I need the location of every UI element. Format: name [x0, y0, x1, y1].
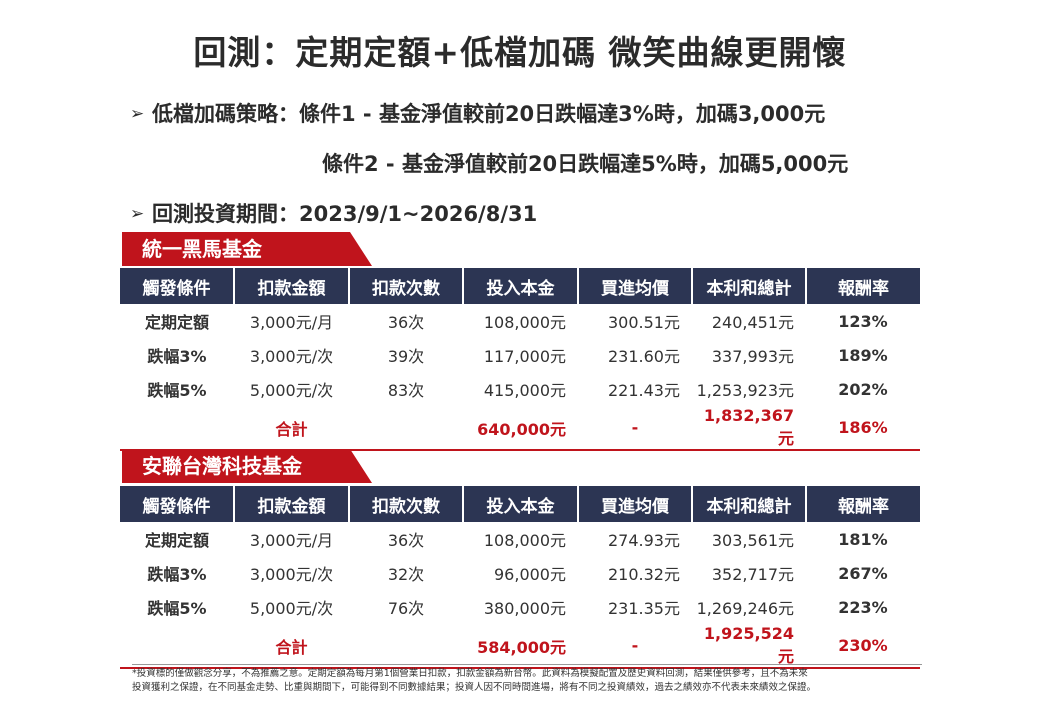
- cell-return: 181%: [838, 529, 888, 549]
- backtest-period: ➢ 回測投資期間：2023/9/1~2026/8/31: [130, 198, 537, 228]
- strategy-line-1-text: 低檔加碼策略：條件1 - 基金淨值較前20日跌幅達3%時，加碼3,000元: [152, 102, 826, 126]
- cell-count: 36次: [387, 313, 425, 332]
- total-value: 1,832,367元: [692, 406, 806, 451]
- total-return: 230%: [806, 624, 920, 669]
- cell-count: 39次: [387, 347, 425, 366]
- disclaimer-footnote: *投資標的僅做觀念分享，不為推薦之意。定期定額為每月第1個營業日扣款，扣款金額為…: [132, 664, 922, 695]
- column-header: 買進均價: [577, 268, 692, 304]
- cell-avg-price: 210.32元: [608, 565, 680, 584]
- cell-amount: 3,000元/月: [249, 313, 334, 332]
- column-header: 報酬率: [805, 268, 920, 304]
- table-row: 定期定額 3,000元/月 36次 108,000元 274.93元 303,5…: [120, 522, 920, 556]
- column-header: 扣款次數: [348, 486, 463, 522]
- cell-return: 189%: [838, 345, 888, 365]
- cell-return: 223%: [838, 597, 888, 617]
- cell-amount: 3,000元/次: [249, 347, 334, 366]
- table-total-row: 合計 640,000元 - 1,832,367元 186%: [120, 406, 920, 451]
- fund-results-table: 觸發條件 扣款金額 扣款次數 投入本金 買進均價 本利和總計 報酬率 定期定額 …: [120, 268, 920, 451]
- arrow-right-icon: ➢: [130, 104, 145, 124]
- total-label: 合計: [234, 624, 349, 669]
- cell-total-value: 337,993元: [711, 347, 794, 366]
- cell-avg-price: 231.60元: [608, 347, 680, 366]
- strategy-line-1: ➢ 低檔加碼策略：條件1 - 基金淨值較前20日跌幅達3%時，加碼3,000元: [130, 98, 825, 128]
- page-title: 回測：定期定額+低檔加碼 微笑曲線更開懷: [193, 33, 847, 72]
- arrow-right-icon: ➢: [130, 204, 145, 224]
- total-avg-price: -: [578, 406, 692, 451]
- disclaimer-line-2: 投資獲利之保證，在不同基金走勢、比重與期間下，可能得到不同數據結果；投資人因不同…: [132, 682, 817, 693]
- column-header: 觸發條件: [120, 486, 234, 522]
- column-header: 買進均價: [577, 486, 692, 522]
- cell-return: 123%: [838, 311, 888, 331]
- cell-condition: 跌幅5%: [147, 381, 207, 400]
- total-principal: 640,000元: [463, 406, 578, 451]
- disclaimer-line-1: *投資標的僅做觀念分享，不為推薦之意。定期定額為每月第1個營業日扣款，扣款金額為…: [132, 668, 808, 679]
- total-label: 合計: [234, 406, 349, 451]
- column-header: 投入本金: [462, 268, 578, 304]
- cell-principal: 380,000元: [483, 599, 566, 618]
- cell-count: 32次: [387, 565, 425, 584]
- cell-count: 83次: [387, 381, 425, 400]
- table-row: 跌幅3% 3,000元/次 39次 117,000元 231.60元 337,9…: [120, 338, 920, 372]
- total-value: 1,925,524元: [692, 624, 806, 669]
- cell-avg-price: 300.51元: [608, 313, 680, 332]
- cell-count: 36次: [387, 531, 425, 550]
- fund-name-tag: 安聯台灣科技基金: [122, 449, 372, 483]
- column-header: 扣款金額: [233, 486, 349, 522]
- cell-condition: 定期定額: [144, 313, 209, 332]
- total-return: 186%: [806, 406, 920, 451]
- column-header: 扣款金額: [233, 268, 349, 304]
- total-avg-price: -: [578, 624, 692, 669]
- column-header: 投入本金: [462, 486, 578, 522]
- strategy-line-2: 條件2 - 基金淨值較前20日跌幅達5%時，加碼5,000元: [322, 152, 849, 176]
- cell-total-value: 240,451元: [711, 313, 794, 332]
- total-principal: 584,000元: [463, 624, 578, 669]
- backtest-period-text: 回測投資期間：2023/9/1~2026/8/31: [152, 202, 538, 226]
- cell-total-value: 303,561元: [711, 531, 794, 550]
- cell-total-value: 352,717元: [711, 565, 794, 584]
- cell-principal: 108,000元: [483, 313, 566, 332]
- cell-avg-price: 274.93元: [608, 531, 680, 550]
- table-row: 跌幅5% 5,000元/次 83次 415,000元 221.43元 1,253…: [120, 372, 920, 406]
- column-header: 扣款次數: [348, 268, 463, 304]
- cell-principal: 108,000元: [483, 531, 566, 550]
- cell-total-value: 1,253,923元: [696, 381, 794, 400]
- table-row: 跌幅5% 5,000元/次 76次 380,000元 231.35元 1,269…: [120, 590, 920, 624]
- cell-avg-price: 221.43元: [608, 381, 680, 400]
- column-header: 報酬率: [805, 486, 920, 522]
- table-total-row: 合計 584,000元 - 1,925,524元 230%: [120, 624, 920, 669]
- fund-results-table: 觸發條件 扣款金額 扣款次數 投入本金 買進均價 本利和總計 報酬率 定期定額 …: [120, 486, 920, 669]
- cell-condition: 跌幅3%: [147, 565, 207, 584]
- cell-condition: 跌幅3%: [147, 347, 207, 366]
- table-row: 跌幅3% 3,000元/次 32次 96,000元 210.32元 352,71…: [120, 556, 920, 590]
- fund-name-tag: 統一黑馬基金: [122, 232, 372, 266]
- cell-return: 267%: [838, 563, 888, 583]
- cell-condition: 跌幅5%: [147, 599, 207, 618]
- cell-principal: 96,000元: [494, 565, 566, 584]
- column-header: 本利和總計: [691, 486, 806, 522]
- cell-principal: 415,000元: [483, 381, 566, 400]
- cell-total-value: 1,269,246元: [696, 599, 794, 618]
- cell-amount: 5,000元/次: [249, 599, 334, 618]
- cell-amount: 3,000元/月: [249, 531, 334, 550]
- table-row: 定期定額 3,000元/月 36次 108,000元 300.51元 240,4…: [120, 304, 920, 338]
- column-header: 觸發條件: [120, 268, 234, 304]
- cell-return: 202%: [838, 379, 888, 399]
- table-header-row: 觸發條件 扣款金額 扣款次數 投入本金 買進均價 本利和總計 報酬率: [120, 268, 920, 304]
- column-header: 本利和總計: [691, 268, 806, 304]
- cell-amount: 5,000元/次: [249, 381, 334, 400]
- table-header-row: 觸發條件 扣款金額 扣款次數 投入本金 買進均價 本利和總計 報酬率: [120, 486, 920, 522]
- cell-amount: 3,000元/次: [249, 565, 334, 584]
- cell-avg-price: 231.35元: [608, 599, 680, 618]
- cell-count: 76次: [387, 599, 425, 618]
- cell-principal: 117,000元: [483, 347, 566, 366]
- cell-condition: 定期定額: [144, 531, 209, 550]
